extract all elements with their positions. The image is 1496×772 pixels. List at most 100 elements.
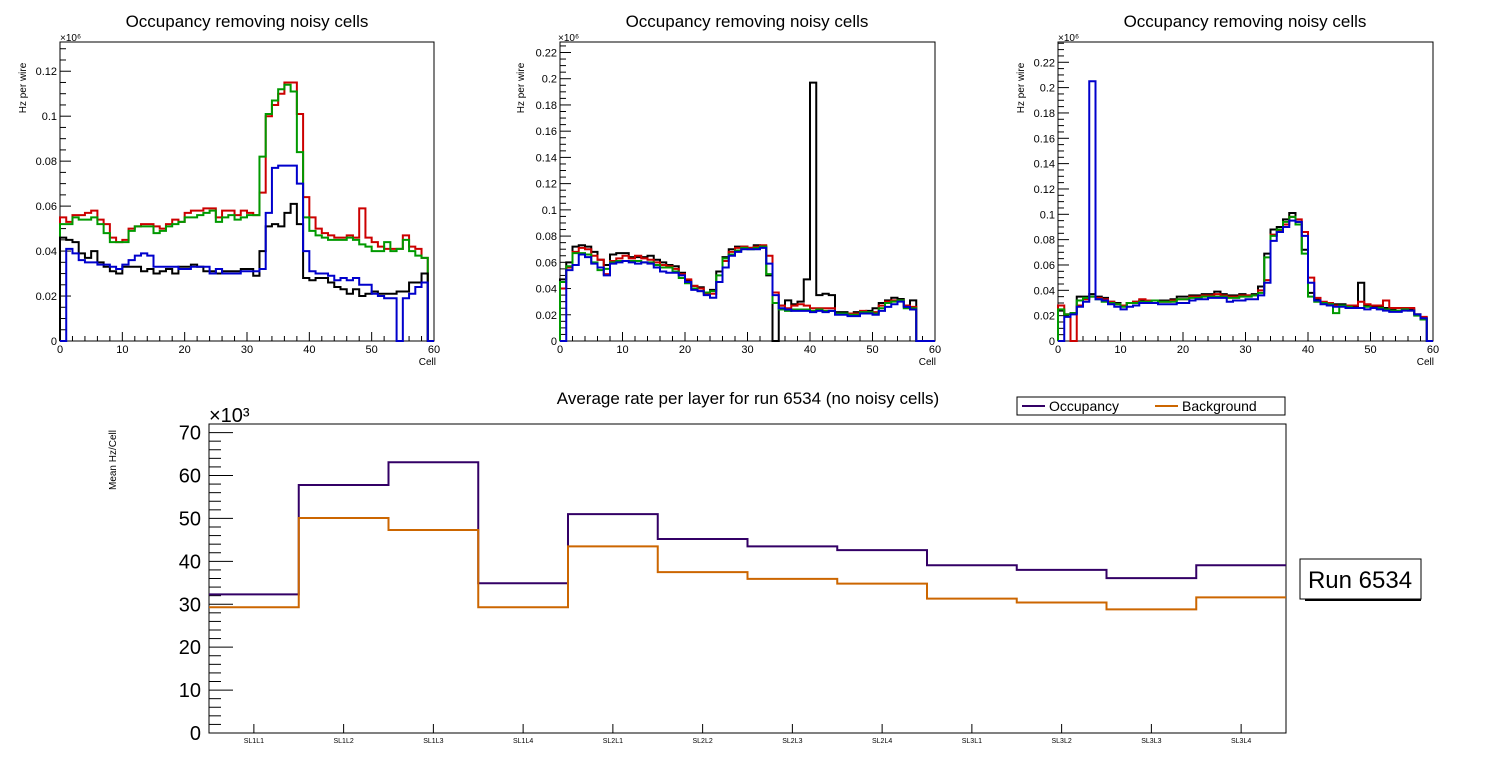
x-tick-label: 10 <box>616 344 628 356</box>
x-tick-label: SL1L1 <box>244 738 264 745</box>
x-tick-label: 50 <box>866 344 878 356</box>
x-tick-label: SL1L2 <box>334 738 354 745</box>
y-tick-label: 70 <box>179 423 201 445</box>
x-tick-label: 40 <box>804 344 816 356</box>
y-tick-label: 0.12 <box>1034 184 1055 196</box>
y-tick-label: 0.14 <box>536 152 557 164</box>
y-tick-label: 0.06 <box>536 257 557 269</box>
y-tick-label: 0.04 <box>536 284 557 296</box>
y-tick-label: 0 <box>190 723 201 745</box>
x-tick-label: 30 <box>1239 344 1251 356</box>
x-tick-label: SL3L4 <box>1231 738 1251 745</box>
x-tick-label: 60 <box>1427 344 1439 356</box>
x-tick-label: 0 <box>57 344 63 356</box>
y-tick-label: 20 <box>179 637 201 659</box>
run-label-frame <box>1299 558 1422 600</box>
x-tick-label: 0 <box>557 344 563 356</box>
y-tick-label: 0.08 <box>536 231 557 243</box>
panel-1-y-exponent: ×10⁶ <box>60 33 81 44</box>
x-tick-label: 0 <box>1055 344 1061 356</box>
y-tick-label: 0.02 <box>36 291 57 303</box>
panel-1-title: Occupancy removing noisy cells <box>126 12 369 31</box>
panel-average-rate: Average rate per layer for run 6534 (no … <box>108 389 1422 745</box>
x-tick-label: SL2L4 <box>872 738 892 745</box>
x-tick-label: SL2L2 <box>693 738 713 745</box>
y-tick-label: 0.18 <box>536 100 557 112</box>
panel-3: Occupancy removing noisy cells ×10⁶ Hz p… <box>1016 12 1439 368</box>
legend-occupancy-label: Occupancy <box>1049 398 1119 414</box>
y-tick-label: 0.04 <box>36 246 57 258</box>
y-tick-label: 0.12 <box>536 179 557 191</box>
bottom-y-label: Mean Hz/Cell <box>108 430 119 490</box>
y-tick-label: 0.04 <box>1034 285 1055 297</box>
x-tick-label: 60 <box>929 344 941 356</box>
panel-2-y-label: Hz per wire <box>516 62 527 113</box>
y-tick-label: 0.22 <box>536 47 557 59</box>
legend: Occupancy Background <box>1016 396 1286 416</box>
x-tick-label: 50 <box>1364 344 1376 356</box>
x-tick-label: 20 <box>679 344 691 356</box>
x-tick-label: 50 <box>366 344 378 356</box>
histogram-series-blue <box>1058 80 1433 342</box>
y-tick-label: 0.12 <box>36 66 57 78</box>
histogram-series-green <box>559 245 935 342</box>
panel-2-x-label: Cell <box>919 357 936 368</box>
y-tick-label: 0.08 <box>36 156 57 168</box>
histogram-series-red <box>59 81 434 342</box>
panel-2: Occupancy removing noisy cells ×10⁶ Hz p… <box>516 12 941 368</box>
x-tick-label: 40 <box>1302 344 1314 356</box>
y-tick-label: 0 <box>1049 336 1055 348</box>
bottom-y-exponent: ×10³ <box>209 405 250 427</box>
panel-3-y-label: Hz per wire <box>1016 62 1027 113</box>
run-label: Run 6534 <box>1308 567 1412 594</box>
plot-frame <box>559 41 936 342</box>
x-tick-label: SL1L4 <box>513 738 533 745</box>
panel-3-y-exponent: ×10⁶ <box>1058 33 1079 44</box>
histogram-series-green <box>1057 215 1433 342</box>
x-tick-label: 20 <box>1177 344 1189 356</box>
histogram-series-blue <box>560 246 935 342</box>
histogram-series-blue <box>60 164 434 342</box>
panel-3-x-label: Cell <box>1417 357 1434 368</box>
y-tick-label: 0.22 <box>1034 57 1055 69</box>
x-tick-label: SL3L3 <box>1141 738 1161 745</box>
series-occupancy <box>209 461 1286 596</box>
panel-1-y-label: Hz per wire <box>18 62 29 113</box>
y-tick-label: 0.16 <box>536 126 557 138</box>
x-tick-label: 30 <box>741 344 753 356</box>
y-tick-label: 0 <box>51 336 57 348</box>
y-tick-label: 0.02 <box>1034 311 1055 323</box>
panel-3-title: Occupancy removing noisy cells <box>1124 12 1367 31</box>
x-tick-label: 40 <box>303 344 315 356</box>
panel-2-title: Occupancy removing noisy cells <box>626 12 869 31</box>
bottom-title: Average rate per layer for run 6534 (no … <box>557 389 939 408</box>
x-tick-label: SL2L1 <box>603 738 623 745</box>
y-tick-label: 0.2 <box>542 74 557 86</box>
y-tick-label: 0.14 <box>1034 159 1055 171</box>
legend-background-label: Background <box>1182 398 1257 414</box>
histogram-series-black <box>59 202 434 342</box>
histogram-series-black <box>559 81 935 342</box>
x-tick-label: SL3L2 <box>1052 738 1072 745</box>
x-tick-label: SL1L3 <box>423 738 443 745</box>
histogram-series-black <box>1057 212 1433 342</box>
y-tick-label: 0.16 <box>1034 133 1055 145</box>
legend-box <box>1016 396 1286 416</box>
x-tick-label: SL2L3 <box>782 738 802 745</box>
y-tick-label: 0 <box>551 336 557 348</box>
y-tick-label: 0.1 <box>542 205 557 217</box>
histogram-series-green <box>59 83 434 342</box>
series-background <box>209 516 1286 611</box>
panel-1-x-label: Cell <box>419 357 436 368</box>
y-tick-label: 0.1 <box>42 111 57 123</box>
x-tick-label: 20 <box>179 344 191 356</box>
y-tick-label: 0.06 <box>1034 260 1055 272</box>
panel-2-y-exponent: ×10⁶ <box>558 33 579 44</box>
x-tick-label: 10 <box>116 344 128 356</box>
y-tick-label: 40 <box>179 551 201 573</box>
y-tick-label: 0.08 <box>1034 235 1055 247</box>
y-tick-label: 0.1 <box>1040 209 1055 221</box>
y-tick-label: 0.18 <box>1034 108 1055 120</box>
histogram-series-red <box>1057 215 1433 342</box>
